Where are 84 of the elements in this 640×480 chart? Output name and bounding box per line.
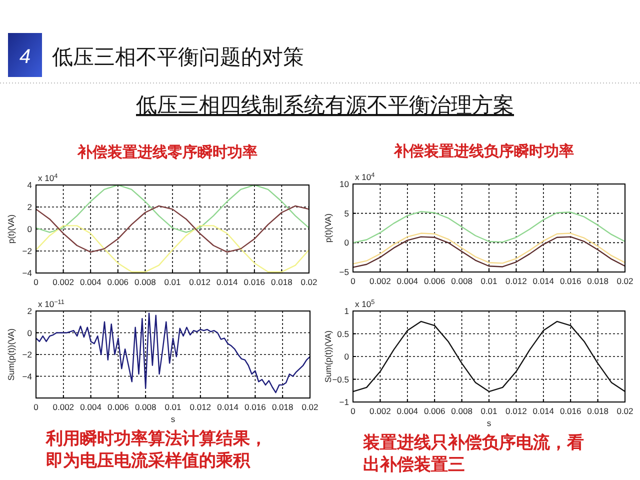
y-tick-label: 0 — [27, 328, 32, 338]
text: 低压三相四线制系统有源不平衡治理方案 — [136, 93, 514, 117]
x-tick-label: 0.02 — [302, 402, 319, 412]
y-tick-label: −5 — [339, 267, 350, 277]
text: 利用瞬时功率算法计算结果，即为电压电流采样值的乘积 — [45, 429, 267, 470]
x-tick-label: 0.01 — [164, 402, 182, 412]
y-tick-label: −2 — [22, 246, 32, 256]
y-tick-label: 5 — [344, 208, 350, 218]
x-tick-label: 0.002 — [370, 406, 392, 416]
y-tick-label: 1 — [344, 306, 350, 316]
line-series — [35, 184, 310, 233]
x-tick-label: 0.014 — [532, 406, 554, 416]
y-axis-title: p(t)(VA) — [6, 214, 16, 244]
x-tick-label: 0.016 — [244, 402, 266, 412]
y-tick-label: 0 — [344, 238, 350, 248]
x-tick-label: 0.014 — [217, 402, 239, 412]
x-tick-label: 0.002 — [52, 402, 74, 412]
x-tick-label: 0.01 — [164, 277, 182, 287]
y-tick-label: 0 — [27, 224, 32, 234]
x-tick-label: 0.006 — [424, 276, 446, 286]
x-tick-label: 0.008 — [134, 402, 157, 412]
x-axis-title: s — [170, 414, 176, 424]
x-tick-label: 0.012 — [506, 276, 528, 286]
x-tick-label: 0.012 — [190, 402, 212, 412]
x-tick-label: 0 — [350, 406, 356, 416]
x-tick-label: 0.004 — [396, 406, 418, 416]
x-tick-label: 0 — [34, 277, 39, 287]
x-tick-label: 0.008 — [134, 277, 156, 287]
x-tick-label: 0.02 — [616, 276, 634, 286]
x-tick-label: 0.012 — [189, 277, 211, 287]
x-tick-label: 0.008 — [451, 276, 473, 286]
y-tick-label: −4 — [22, 371, 32, 382]
x-tick-label: 0.006 — [107, 277, 129, 287]
x-tick-label: 0.006 — [108, 402, 130, 412]
x-tick-label: 0.002 — [52, 277, 74, 287]
x-tick-label: 0.012 — [506, 406, 528, 416]
text: x 10$^{4}$ — [355, 172, 376, 182]
x-tick-label: 0.01 — [480, 406, 498, 416]
x-tick-label: 0.018 — [272, 402, 294, 412]
line-series — [352, 320, 626, 392]
line-series — [35, 225, 310, 272]
text: x 10$^{−11}$ — [38, 298, 65, 309]
x-tick-label: 0.02 — [616, 406, 634, 416]
y-tick-label: −0.5 — [332, 374, 350, 384]
x-tick-label: 0.01 — [480, 276, 498, 286]
x-tick-label: 0.018 — [587, 276, 609, 286]
y-tick-label: −4 — [22, 268, 32, 278]
y-tick-label: 2 — [27, 202, 32, 212]
y-tick-label: 0.5 — [337, 328, 350, 339]
x-tick-label: 0.004 — [396, 276, 418, 286]
text: x 10$^{4}$ — [38, 172, 58, 183]
y-tick-label: 10 — [340, 179, 350, 189]
x-tick-label: 0.018 — [587, 406, 609, 416]
line-series — [35, 205, 310, 253]
x-tick-label: 0.002 — [370, 276, 392, 286]
x-tick-label: 0.014 — [216, 277, 238, 287]
x-tick-label: 0 — [350, 276, 356, 286]
x-tick-label: 0.016 — [244, 277, 266, 287]
y-tick-label: 0 — [344, 352, 350, 362]
x-tick-label: 0 — [34, 402, 39, 412]
x-tick-label: 0.006 — [424, 406, 446, 416]
y-tick-label: −2 — [22, 350, 32, 360]
x-tick-label: 0.016 — [560, 276, 582, 286]
x-axis-title: s — [486, 418, 492, 428]
y-axis-title: p(t)(VA) — [323, 213, 333, 243]
y-tick-label: 4 — [27, 180, 32, 190]
y-axis-title: Sum(p(t))(VA) — [6, 328, 16, 381]
x-tick-label: 0.008 — [451, 406, 473, 416]
text: 低压三相不平衡问题的对策 — [52, 46, 304, 69]
x-tick-label: 0.004 — [80, 277, 102, 287]
x-tick-label: 0.014 — [532, 276, 554, 286]
x-tick-label: 0.018 — [271, 277, 293, 287]
line-series — [352, 210, 626, 244]
x-tick-label: 0.004 — [80, 402, 102, 412]
text: x 10$^{5}$ — [355, 298, 376, 309]
chart-title: 补偿装置进线零序瞬时功率 — [76, 143, 258, 161]
y-tick-label: −1 — [339, 397, 350, 407]
chart-title: 补偿装置进线负序瞬时功率 — [393, 142, 574, 160]
y-axis-title: Sum(p(t))(VA) — [323, 330, 333, 383]
line-series — [35, 312, 311, 394]
y-tick-label: 2 — [27, 306, 32, 316]
text: 装置进线只补偿负序电流，看出补偿装置三 — [362, 433, 584, 474]
x-tick-label: 0.02 — [300, 277, 318, 287]
x-tick-label: 0.016 — [560, 406, 582, 416]
